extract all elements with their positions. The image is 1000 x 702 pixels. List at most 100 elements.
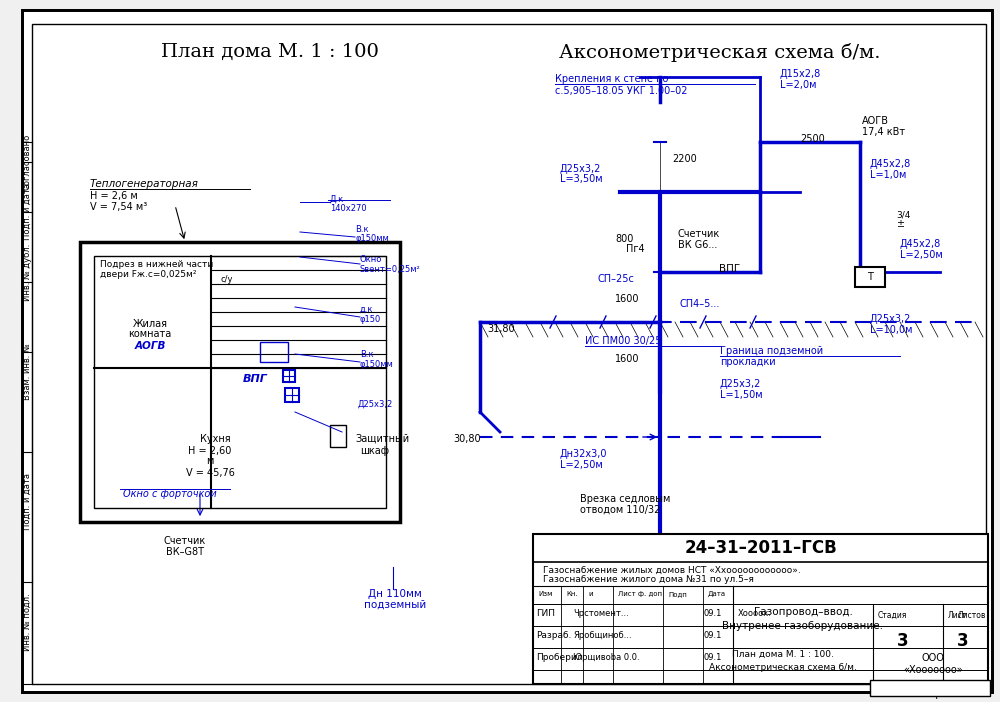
Bar (283, 370, 295, 382)
Text: Дн32х3,0: Дн32х3,0 (560, 449, 608, 459)
Text: СП4–5...: СП4–5... (680, 299, 720, 309)
Text: L=2,50м: L=2,50м (560, 460, 603, 470)
Text: двери Fж.с=0,025м²: двери Fж.с=0,025м² (100, 270, 196, 279)
Text: д.к: д.к (360, 305, 374, 314)
Text: Д45х2,8: Д45х2,8 (900, 239, 941, 249)
Text: 09.1: 09.1 (703, 654, 721, 663)
Text: Разраб.: Разраб. (536, 632, 571, 640)
Text: φ150мм: φ150мм (355, 234, 389, 243)
Text: Газоснабжение жилых домов НСТ «Ххоооооооооооо».: Газоснабжение жилых домов НСТ «Ххооооооо… (543, 566, 801, 574)
Bar (330, 425, 346, 447)
Text: Защитный: Защитный (355, 434, 409, 444)
Text: подземный: подземный (364, 600, 426, 610)
Text: φ150: φ150 (360, 315, 381, 324)
Text: Дн 110мм: Дн 110мм (368, 589, 422, 599)
Bar (285, 388, 299, 402)
Text: комната: комната (128, 329, 172, 339)
Text: Д.к: Д.к (330, 195, 344, 204)
Bar (870, 680, 990, 696)
Text: Д45х2,8: Д45х2,8 (870, 159, 911, 169)
Text: T: T (867, 272, 873, 282)
Text: Подп. и дата: Подп. и дата (22, 183, 32, 241)
Text: Теплогенераторная: Теплогенераторная (90, 179, 199, 189)
Text: ВПГ: ВПГ (719, 264, 740, 274)
Text: L=10,0м: L=10,0м (870, 325, 912, 335)
Text: Аксонометрическая схема б/м.: Аксонометрическая схема б/м. (559, 43, 881, 62)
Text: Окно с форточкой: Окно с форточкой (123, 489, 217, 499)
Text: АОГВ: АОГВ (862, 116, 889, 126)
Text: 09.1: 09.1 (703, 632, 721, 640)
Text: 17,4 кВт: 17,4 кВт (862, 127, 905, 137)
Bar (94, 256, 386, 508)
Text: Согласовано: Согласовано (22, 134, 32, 190)
Text: Стадия: Стадия (878, 611, 907, 619)
Text: Подп: Подп (668, 591, 687, 597)
Text: 800: 800 (615, 234, 633, 244)
Text: 2500: 2500 (800, 134, 825, 144)
Text: Д25х3,2: Д25х3,2 (720, 379, 761, 389)
Text: м: м (206, 456, 214, 466)
Text: 09.1: 09.1 (703, 609, 721, 618)
Text: 1600: 1600 (615, 354, 640, 364)
Text: Граница подземной: Граница подземной (720, 346, 823, 356)
Text: Дата: Дата (708, 591, 726, 597)
Text: отводом 110/32: отводом 110/32 (580, 505, 660, 515)
Text: Подрез в нижней части: Подрез в нижней части (100, 260, 213, 269)
Text: ВК G6...: ВК G6... (678, 240, 717, 250)
Text: с/у: с/у (221, 275, 233, 284)
Text: ±: ± (896, 219, 904, 229)
Text: Взам. инв. №: Взам. инв. № (22, 343, 32, 400)
Text: В.к: В.к (360, 350, 374, 359)
Text: 1600: 1600 (615, 294, 640, 304)
Text: Хоооох.: Хоооох. (738, 609, 772, 618)
Text: Лист ф. доп: Лист ф. доп (618, 591, 662, 597)
Bar (80, 242, 400, 522)
Text: 3/4: 3/4 (896, 210, 910, 219)
Text: Подп. и дата: Подп. и дата (22, 474, 32, 531)
Text: и: и (588, 591, 592, 597)
Text: 3: 3 (897, 632, 909, 650)
Text: Газоснабжение жилого дома №31 по ул.5–я: Газоснабжение жилого дома №31 по ул.5–я (543, 574, 754, 583)
Text: 3: 3 (957, 632, 969, 650)
Text: Окно: Окно (360, 255, 382, 264)
Text: Sвент=0,25м²: Sвент=0,25м² (360, 265, 421, 274)
Text: Кухня: Кухня (200, 434, 230, 444)
Text: 2200: 2200 (672, 154, 697, 164)
Bar (260, 342, 288, 362)
Bar (533, 534, 988, 684)
Text: Чрстомент...: Чрстомент... (573, 609, 629, 618)
Text: План дома М. 1 : 100.: План дома М. 1 : 100. (732, 649, 834, 658)
Text: прокладки: прокладки (720, 357, 776, 367)
Text: В.к: В.к (355, 225, 369, 234)
Text: АОГВ: АОГВ (134, 341, 166, 351)
Bar (855, 267, 885, 287)
Text: ООО: ООО (922, 653, 944, 663)
Text: L=3,50м: L=3,50м (560, 174, 603, 184)
Text: с.5,905–18.05 УКГ 1.00–02: с.5,905–18.05 УКГ 1.00–02 (555, 86, 688, 96)
Text: V = 45,76: V = 45,76 (186, 468, 234, 478)
Text: Д25х3,2: Д25х3,2 (870, 314, 911, 324)
Text: План дома М. 1 : 100: План дома М. 1 : 100 (161, 43, 379, 61)
Text: ГИП: ГИП (536, 609, 555, 618)
Text: V = 7,54 м³: V = 7,54 м³ (90, 202, 147, 212)
Text: СП–25с: СП–25с (598, 274, 635, 284)
Text: φ150мм: φ150мм (360, 360, 394, 369)
Text: L=1,0м: L=1,0м (870, 170, 906, 180)
Text: L=2,50м: L=2,50м (900, 250, 943, 260)
Text: Внутренее газоборудование.: Внутренее газоборудование. (722, 621, 884, 631)
Text: Д15х2,8: Д15х2,8 (780, 69, 821, 79)
Text: Проберил: Проберил (536, 654, 582, 663)
Text: ИС ПМ00 30/25: ИС ПМ00 30/25 (585, 336, 662, 346)
Text: Формат   А3: Формат А3 (921, 689, 983, 699)
Text: Крепления к стене по: Крепления к стене по (555, 74, 668, 84)
Text: Пг4: Пг4 (626, 244, 645, 254)
Text: Д25х3,2: Д25х3,2 (358, 400, 393, 409)
Text: Д25х3,2: Д25х3,2 (560, 164, 601, 174)
Text: Аксонометрическая схема б/м.: Аксонометрическая схема б/м. (709, 663, 857, 672)
Text: Жилая: Жилая (132, 319, 168, 329)
Text: ВК–G8Т: ВК–G8Т (166, 547, 204, 557)
Text: Н = 2,60: Н = 2,60 (188, 446, 232, 456)
Text: Кн.: Кн. (566, 591, 578, 597)
Text: Яробщиноб...: Яробщиноб... (573, 632, 632, 640)
Text: Н = 2,6 м: Н = 2,6 м (90, 191, 138, 201)
